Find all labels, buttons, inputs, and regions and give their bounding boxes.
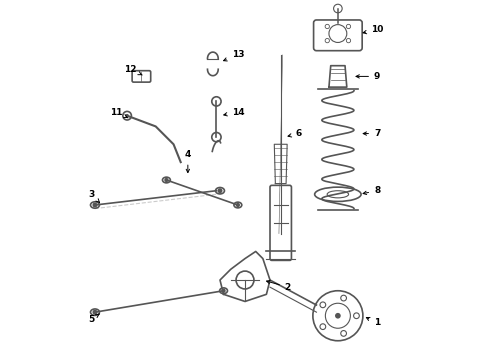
- Text: 3: 3: [88, 190, 99, 202]
- Circle shape: [335, 313, 341, 319]
- Circle shape: [236, 203, 240, 207]
- Text: 11: 11: [110, 108, 128, 118]
- Circle shape: [125, 114, 129, 117]
- Text: 5: 5: [88, 314, 99, 324]
- Text: 4: 4: [185, 150, 191, 172]
- Circle shape: [93, 203, 98, 207]
- Text: 13: 13: [223, 50, 244, 61]
- Circle shape: [164, 178, 169, 182]
- Circle shape: [218, 188, 222, 193]
- Text: 2: 2: [267, 280, 291, 292]
- Circle shape: [93, 310, 98, 315]
- Text: 7: 7: [363, 129, 380, 138]
- Text: 10: 10: [363, 26, 383, 35]
- Text: 8: 8: [363, 186, 380, 195]
- Text: 9: 9: [356, 72, 380, 81]
- Text: 6: 6: [288, 129, 302, 138]
- Text: 12: 12: [124, 65, 142, 75]
- Text: 14: 14: [224, 108, 244, 117]
- Circle shape: [221, 289, 226, 293]
- Text: 1: 1: [367, 318, 380, 327]
